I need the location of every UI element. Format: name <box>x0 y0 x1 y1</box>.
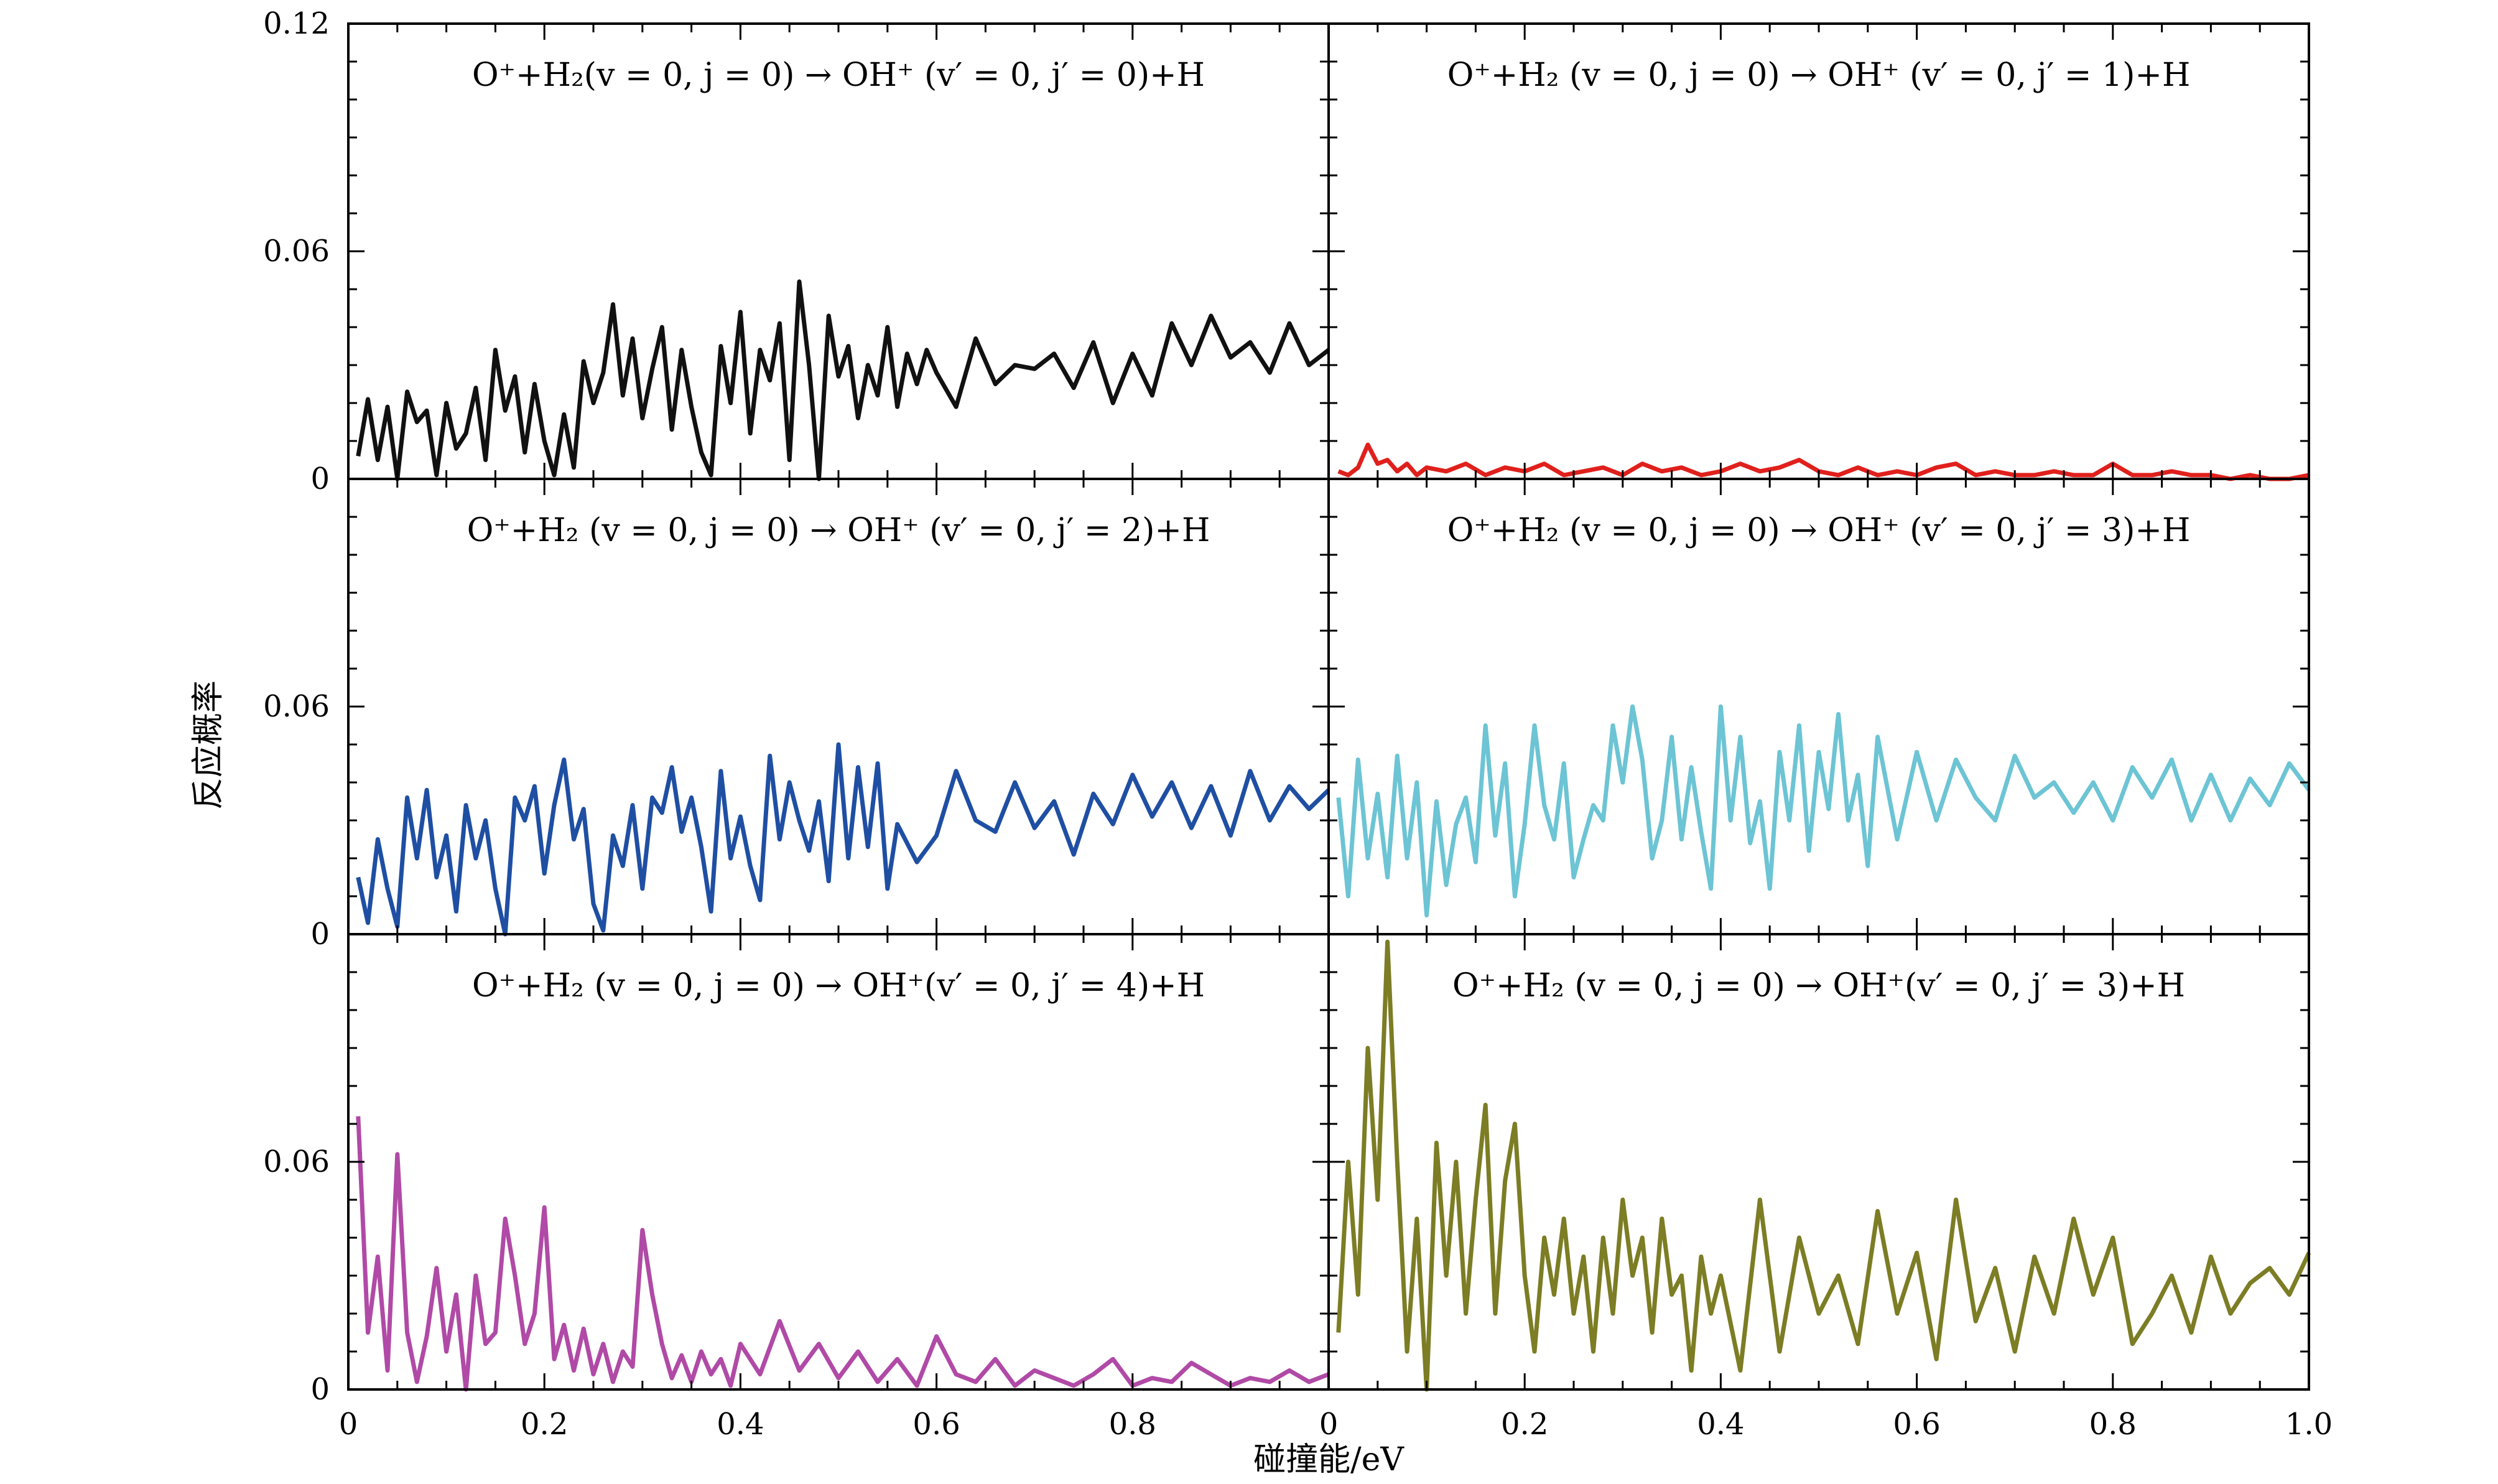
x-tick-label-right: 0 <box>1319 1407 1339 1442</box>
tick-labels: 0 0.06 0.12 0 0.06 0 0.06 0 0.2 0.4 0.6 0.8 0 0.2 0.4 0… <box>263 6 2333 1442</box>
series-line-panel-3 <box>356 742 1330 937</box>
y-axis-label: 反应概率 <box>190 680 227 810</box>
x-tick-label-right: 0.6 <box>1893 1407 1940 1442</box>
panel-label-1: O⁺+H₂(v = 0, j = 0) → OH⁺ (v′ = 0, j′ = … <box>472 57 1205 94</box>
x-tick-label-right: 0.8 <box>2089 1407 2137 1442</box>
x-tick-label-right: 0.2 <box>1501 1407 1548 1442</box>
x-axis-label: 碰撞能/eV <box>1253 1441 1405 1478</box>
x-tick-label-right: 1.0 <box>2285 1407 2333 1442</box>
y-tick-label: 0.12 <box>263 6 330 41</box>
y-tick-label: 0 <box>310 461 330 496</box>
panel-label-2: O⁺+H₂ (v = 0, j = 0) → OH⁺ (v′ = 0, j′ =… <box>1447 57 2191 94</box>
y-tick-label: 0 <box>310 917 330 952</box>
plot-lines <box>356 279 2311 1392</box>
x-tick-label-left: 0.8 <box>1109 1407 1156 1442</box>
panel-label-6: O⁺+H₂ (v = 0, j = 0) → OH⁺(v′ = 0, j′ = … <box>1452 967 2185 1004</box>
panel-labels: O⁺+H₂(v = 0, j = 0) → OH⁺ (v′ = 0, j′ = … <box>467 57 2191 1004</box>
panel-label-3: O⁺+H₂ (v = 0, j = 0) → OH⁺ (v′ = 0, j′ =… <box>467 512 1210 549</box>
x-tick-label-left: 0 <box>339 1407 358 1442</box>
series-line-panel-4 <box>1336 704 2311 917</box>
panel-label-5: O⁺+H₂ (v = 0, j = 0) → OH⁺(v′ = 0, j′ = … <box>472 967 1205 1004</box>
series-line-panel-1 <box>356 279 1330 481</box>
series-line-panel-6 <box>1336 939 2311 1392</box>
y-tick-label: 0.06 <box>263 689 330 724</box>
panel-label-4: O⁺+H₂ (v = 0, j = 0) → OH⁺ (v′ = 0, j′ =… <box>1447 512 2191 549</box>
y-tick-label: 0 <box>310 1372 330 1407</box>
y-tick-label: 0.06 <box>263 234 330 269</box>
x-tick-label-right: 0.4 <box>1697 1407 1744 1442</box>
series-line-panel-5 <box>356 1116 1330 1392</box>
series-line-panel-2 <box>1337 442 2310 481</box>
x-tick-label-left: 0.4 <box>717 1407 764 1442</box>
panel-frames <box>347 22 2310 1391</box>
x-tick-label-left: 0.6 <box>912 1407 960 1442</box>
x-tick-label-left: 0.2 <box>521 1407 568 1442</box>
y-tick-label: 0.06 <box>263 1144 330 1179</box>
